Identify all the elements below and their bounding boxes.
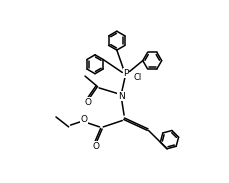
Text: N: N	[117, 92, 124, 100]
Text: O: O	[84, 98, 91, 107]
Text: P: P	[123, 69, 128, 78]
Text: Cl: Cl	[133, 73, 141, 82]
Text: O: O	[92, 142, 99, 151]
Text: O: O	[80, 115, 87, 124]
